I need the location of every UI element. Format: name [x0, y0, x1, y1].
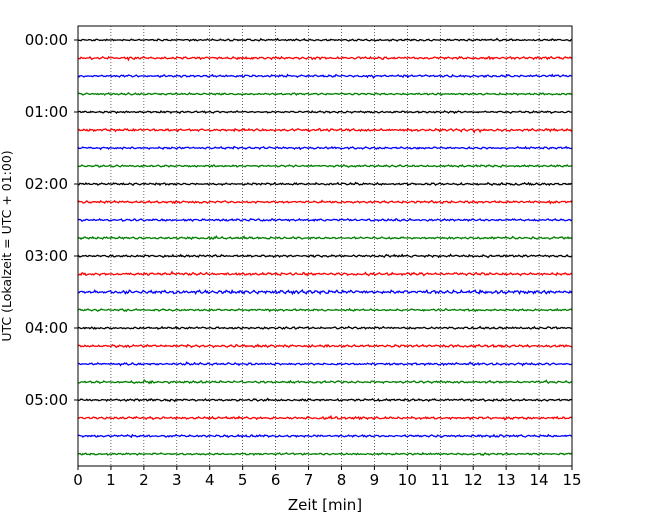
trace-0045 [77, 92, 573, 96]
trace-0130 [77, 145, 573, 151]
trace-0215 [77, 199, 573, 205]
trace-0545 [77, 451, 573, 457]
trace-0430 [77, 361, 573, 367]
trace-0230 [77, 217, 573, 223]
trace-0330 [77, 288, 573, 296]
trace-0500 [77, 397, 573, 403]
x-tick-label: 5 [238, 471, 248, 489]
y-tick-label: 03:00 [25, 247, 68, 265]
x-tick-label: 8 [337, 471, 347, 489]
trace-0000 [77, 37, 573, 42]
x-tick-label: 4 [205, 471, 215, 489]
trace-0015 [77, 55, 573, 62]
x-tick-label: 1 [106, 471, 116, 489]
x-tick-label: 15 [562, 471, 581, 489]
x-tick-label: 2 [139, 471, 149, 489]
trace-0345 [77, 307, 573, 313]
y-tick-label: 05:00 [25, 391, 68, 409]
grid-layer [110, 26, 540, 466]
x-tick-label: 11 [431, 471, 450, 489]
plot-frame [77, 25, 573, 467]
x-axis-label: Zeit [min] [288, 496, 362, 514]
y-tick-label: 00:00 [25, 31, 68, 49]
trace-0145 [77, 163, 573, 169]
trace-0200 [78, 181, 573, 187]
trace-0315 [77, 270, 573, 277]
trace-0030 [77, 73, 573, 80]
trace-0300 [77, 253, 573, 259]
trace-0245 [77, 234, 573, 241]
trace-0415 [77, 343, 573, 349]
trace-0515 [77, 414, 573, 421]
trace-0530 [77, 433, 573, 439]
x-axis-ticks: 0 1 2 3 4 5 6 7 8 9 10 11 12 13 14 15 [73, 466, 582, 489]
x-tick-label: 0 [73, 471, 83, 489]
y-tick-label: 04:00 [25, 319, 68, 337]
trace-0445 [77, 378, 573, 385]
x-tick-label: 13 [497, 471, 516, 489]
x-tick-label: 12 [464, 471, 483, 489]
trace-0100 [77, 110, 573, 115]
trace-layer [77, 37, 573, 457]
x-tick-label: 10 [398, 471, 417, 489]
x-tick-label: 14 [530, 471, 549, 489]
y-axis-ticks: 00:00 01:00 02:00 03:00 04:00 05:00 [25, 31, 78, 409]
x-tick-label: 3 [172, 471, 182, 489]
y-tick-label: 01:00 [25, 103, 68, 121]
y-tick-label: 02:00 [25, 175, 68, 193]
trace-0115 [77, 127, 573, 134]
x-tick-label: 6 [271, 471, 281, 489]
x-tick-label: 9 [370, 471, 380, 489]
trace-0400 [77, 325, 573, 330]
y-axis-label: UTC (Lokalzeit = UTC + 01:00) [0, 150, 14, 341]
x-tick-label: 7 [304, 471, 314, 489]
